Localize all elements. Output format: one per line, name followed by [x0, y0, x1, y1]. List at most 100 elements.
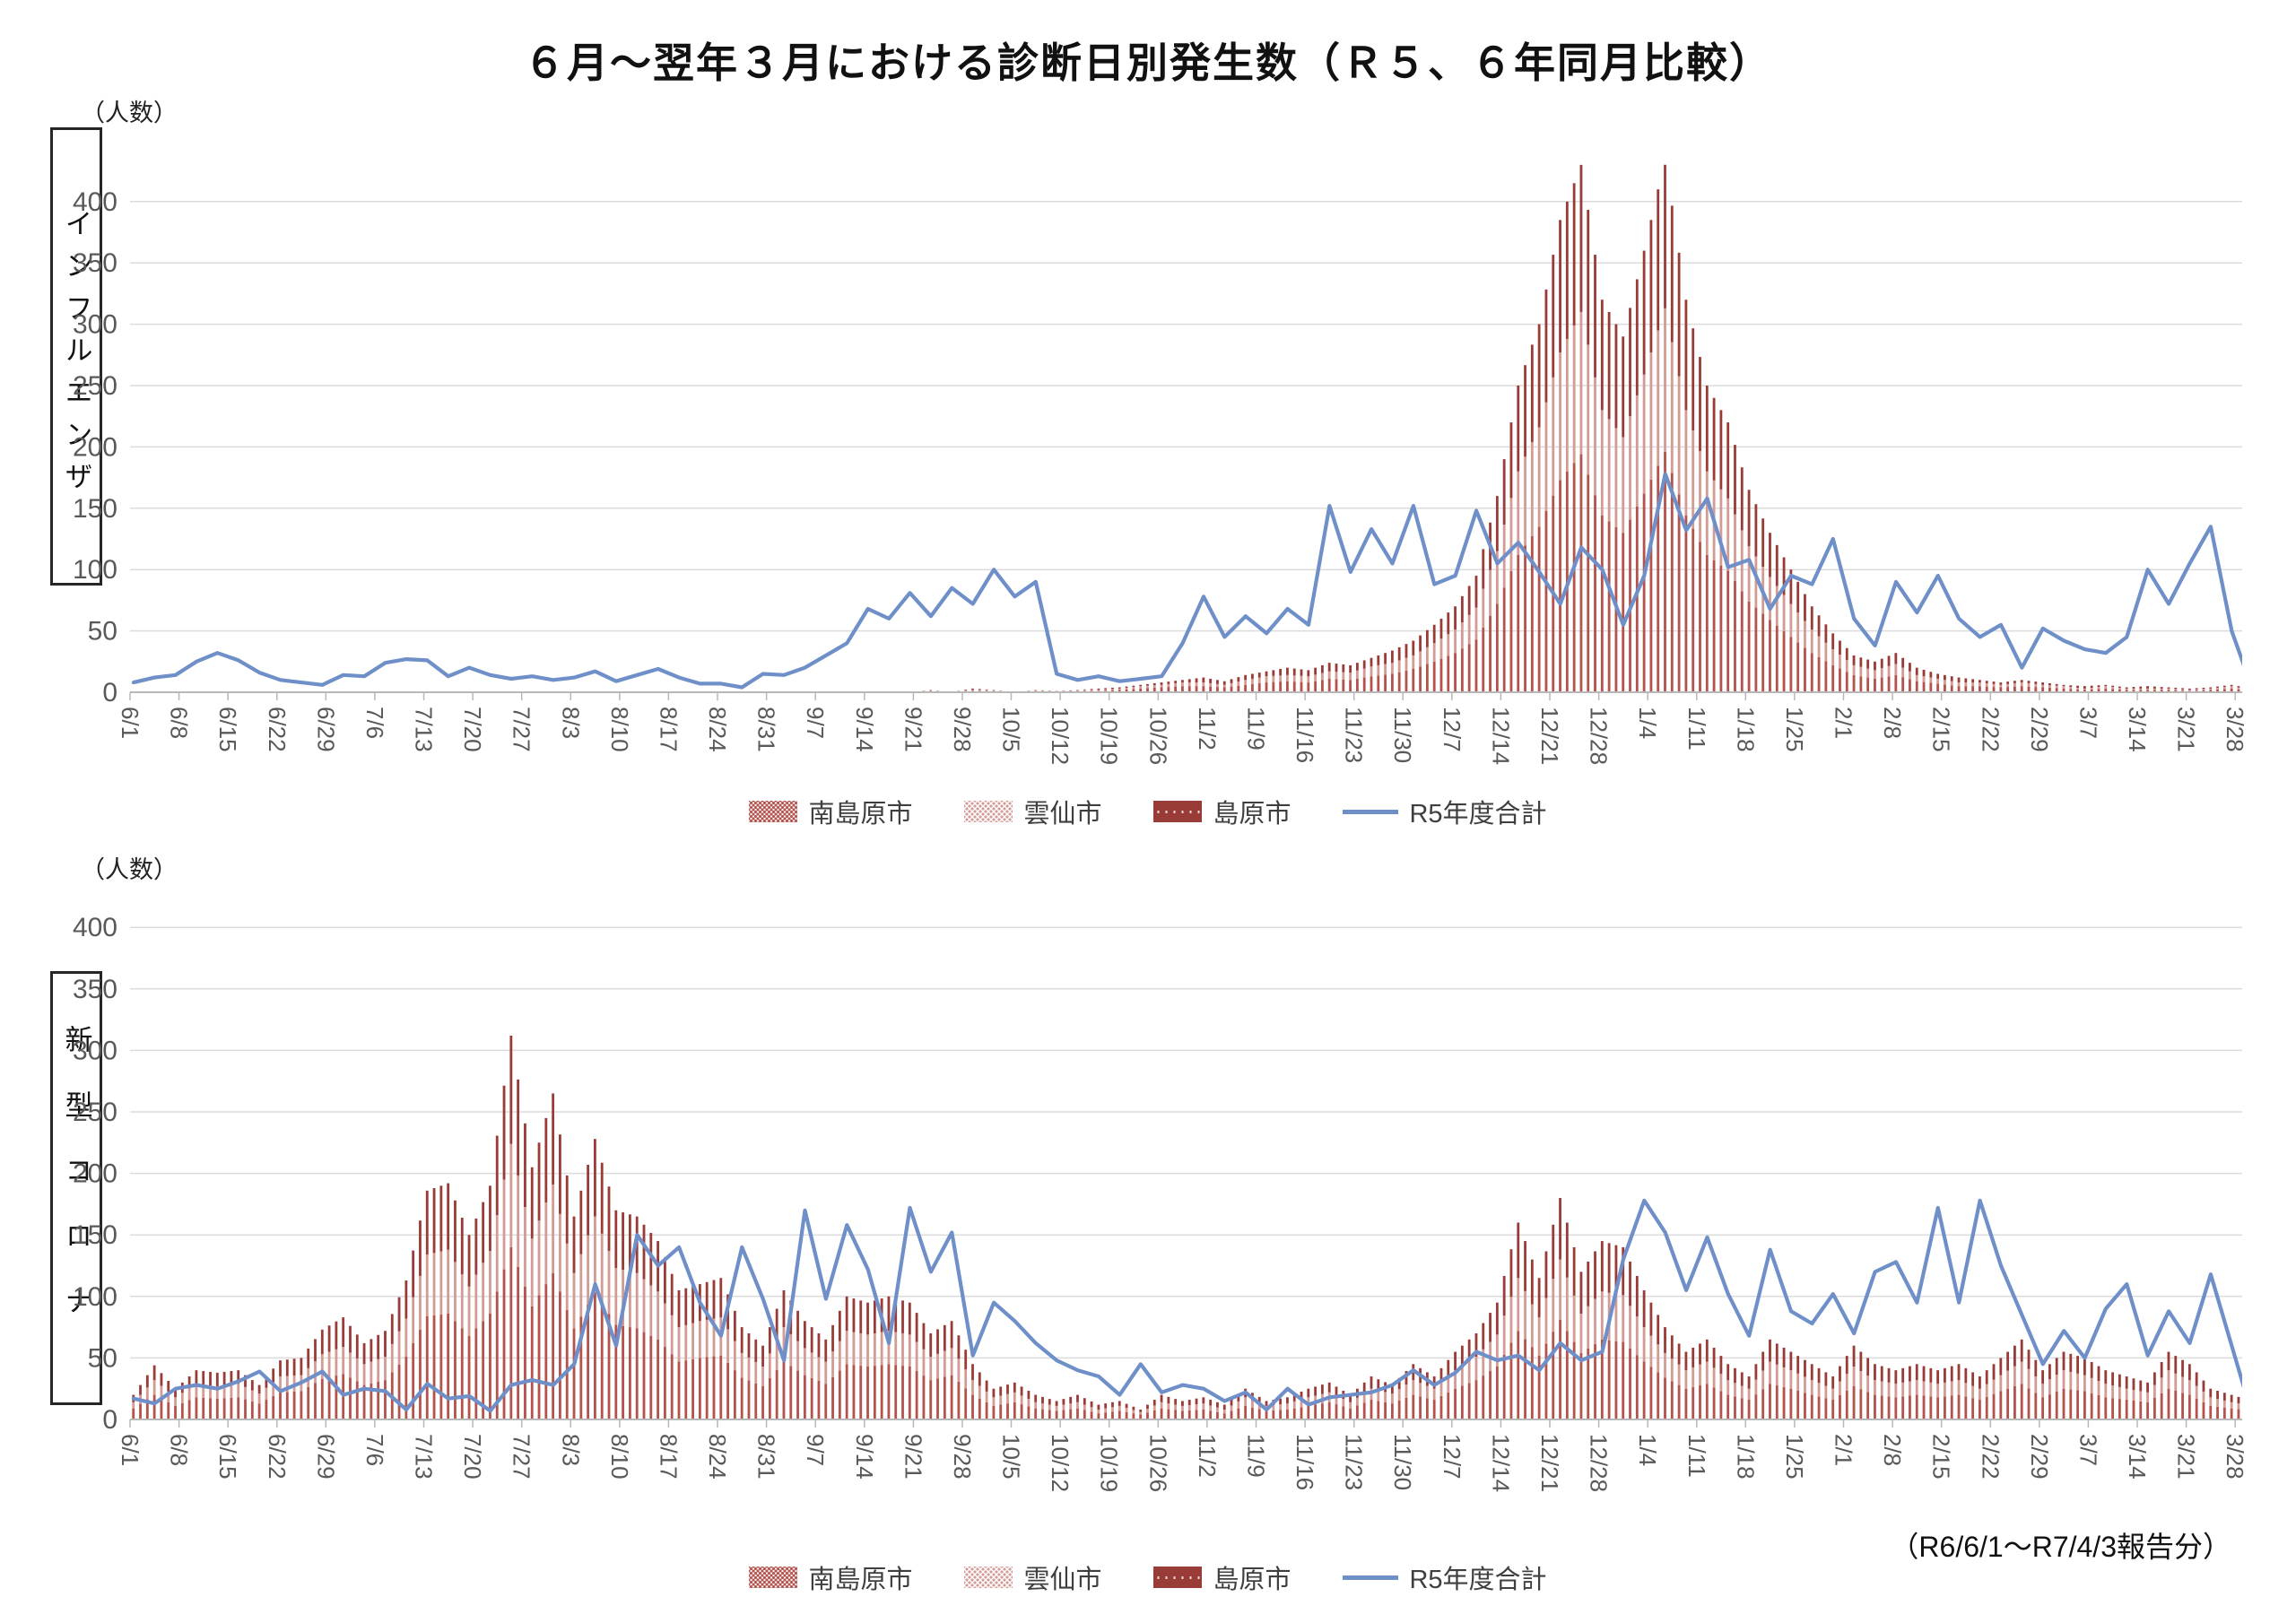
svg-text:1/18: 1/18: [1732, 707, 1759, 752]
solid-dash-swatch-icon: [1153, 1567, 1203, 1588]
svg-text:6/15: 6/15: [214, 1434, 241, 1480]
svg-text:12/7: 12/7: [1439, 707, 1465, 752]
svg-text:50: 50: [88, 617, 117, 647]
svg-text:6/15: 6/15: [214, 707, 241, 752]
svg-text:9/7: 9/7: [802, 707, 829, 739]
svg-text:6/1: 6/1: [117, 1434, 144, 1466]
svg-text:2/8: 2/8: [1879, 707, 1906, 739]
legend-label: 南島原市: [808, 1566, 913, 1594]
svg-text:8/10: 8/10: [606, 1434, 633, 1480]
svg-text:2/8: 2/8: [1879, 1434, 1906, 1466]
legend-label: 雲仙市: [1023, 800, 1102, 829]
svg-text:1/25: 1/25: [1781, 1434, 1808, 1480]
svg-text:7/20: 7/20: [459, 707, 486, 752]
covid-chart-canvas: 0 50 100 150 200 250 300 350 400 6/1 6/8 6/15 6/22 6/…: [73, 913, 2248, 1492]
svg-text:1/4: 1/4: [1634, 1434, 1661, 1466]
solid-dash-swatch-icon: [1153, 801, 1203, 822]
row-label-influenza: インフルエンザ: [60, 209, 92, 504]
svg-text:12/14: 12/14: [1487, 1434, 1514, 1492]
svg-text:350: 350: [73, 975, 117, 1004]
svg-text:12/21: 12/21: [1536, 707, 1563, 765]
svg-text:3/7: 3/7: [2074, 707, 2101, 739]
svg-text:12/14: 12/14: [1487, 707, 1514, 765]
svg-text:6/29: 6/29: [312, 707, 339, 752]
svg-text:8/24: 8/24: [704, 1434, 731, 1480]
legend-label: 南島原市: [808, 800, 913, 829]
svg-text:6/1: 6/1: [117, 707, 144, 739]
y-axis-unit-label-influenza: （人数）: [81, 100, 178, 126]
svg-text:3/28: 3/28: [2222, 707, 2248, 752]
svg-text:11/30: 11/30: [1389, 1434, 1416, 1490]
svg-text:8/17: 8/17: [655, 707, 682, 752]
svg-text:7/6: 7/6: [361, 707, 388, 739]
svg-text:7/13: 7/13: [411, 707, 438, 752]
page-title: ６月～翌年３月における診断日別発生数（Ｒ５、６年同月比較）: [524, 39, 1772, 86]
light-dots-swatch-icon: [964, 801, 1013, 822]
legend-item-minamishimabara: 南島原市: [749, 793, 912, 830]
legend-item-unzen: 雲仙市: [964, 793, 1101, 830]
svg-text:10/12: 10/12: [1047, 707, 1074, 765]
svg-text:3/7: 3/7: [2074, 1434, 2101, 1466]
svg-text:12/7: 12/7: [1439, 1434, 1465, 1480]
svg-text:400: 400: [73, 913, 117, 942]
svg-text:9/21: 9/21: [900, 707, 926, 752]
svg-text:9/21: 9/21: [900, 1434, 926, 1480]
blue-line-swatch-icon: [1343, 809, 1399, 814]
svg-text:2/15: 2/15: [1928, 1434, 1955, 1480]
svg-text:150: 150: [73, 1220, 117, 1250]
svg-text:10/19: 10/19: [1096, 1434, 1123, 1492]
svg-text:11/16: 11/16: [1292, 707, 1318, 763]
row-label-covid: 新型コロナ: [60, 1024, 92, 1352]
svg-text:2/22: 2/22: [1977, 707, 2004, 752]
svg-text:1/4: 1/4: [1634, 707, 1661, 739]
influenza-chart-canvas: 0 50 100 150 200 250 300 350 400 6/1 6/8 6/15 6/22 6/…: [73, 164, 2248, 765]
blue-line-swatch-icon: [1343, 1575, 1399, 1580]
svg-text:9/14: 9/14: [851, 707, 878, 752]
svg-text:11/2: 11/2: [1194, 1434, 1221, 1478]
svg-text:12/28: 12/28: [1586, 707, 1613, 765]
legend-label: 雲仙市: [1023, 1566, 1102, 1594]
svg-text:1/11: 1/11: [1683, 1434, 1710, 1478]
report-period-footnote: （R6/6/1～R7/4/3報告分）: [1890, 1531, 2231, 1563]
svg-text:3/28: 3/28: [2222, 1434, 2248, 1480]
svg-text:100: 100: [73, 1282, 117, 1312]
svg-text:1/18: 1/18: [1732, 1434, 1759, 1480]
svg-text:200: 200: [73, 432, 117, 462]
svg-text:7/27: 7/27: [509, 1434, 535, 1480]
legend-label: 島原市: [1213, 800, 1292, 829]
svg-text:2/29: 2/29: [2026, 707, 2053, 752]
svg-text:3/21: 3/21: [2173, 707, 2200, 752]
svg-text:1/25: 1/25: [1781, 707, 1808, 752]
svg-text:11/23: 11/23: [1341, 707, 1368, 763]
light-dots-swatch-icon: [964, 1567, 1013, 1588]
svg-text:6/22: 6/22: [264, 707, 291, 752]
svg-text:8/10: 8/10: [606, 707, 633, 752]
svg-text:0: 0: [102, 678, 117, 707]
svg-text:10/19: 10/19: [1096, 707, 1123, 765]
svg-text:300: 300: [73, 1036, 117, 1065]
svg-text:9/7: 9/7: [802, 1434, 829, 1466]
svg-text:7/20: 7/20: [459, 1434, 486, 1480]
svg-text:10/12: 10/12: [1047, 1434, 1074, 1492]
legend-label: R5年度合計: [1409, 800, 1547, 829]
svg-text:10/5: 10/5: [998, 1434, 1025, 1480]
legend-item-shimabara: 島原市: [1153, 1558, 1291, 1596]
svg-text:10/26: 10/26: [1144, 1434, 1171, 1492]
svg-text:2/29: 2/29: [2026, 1434, 2053, 1480]
svg-text:11/30: 11/30: [1389, 707, 1416, 763]
svg-text:2/1: 2/1: [1831, 1434, 1857, 1466]
legend-item-shimabara: 島原市: [1153, 793, 1291, 830]
legend-covid: 南島原市 雲仙市 島原市 R5年度合計: [0, 1558, 2296, 1596]
svg-text:11/9: 11/9: [1243, 707, 1270, 751]
legend-item-r5-total: R5年度合計: [1343, 793, 1547, 830]
svg-text:100: 100: [73, 555, 117, 585]
svg-text:8/24: 8/24: [704, 707, 731, 752]
legend-item-unzen: 雲仙市: [964, 1558, 1101, 1596]
legend-influenza: 南島原市 雲仙市 島原市 R5年度合計: [0, 793, 2296, 830]
row-label-box-covid: 新型コロナ: [50, 971, 102, 1405]
svg-text:8/3: 8/3: [557, 1434, 584, 1466]
svg-text:11/16: 11/16: [1292, 1434, 1318, 1490]
svg-text:9/28: 9/28: [949, 707, 976, 752]
svg-text:0: 0: [102, 1405, 117, 1435]
